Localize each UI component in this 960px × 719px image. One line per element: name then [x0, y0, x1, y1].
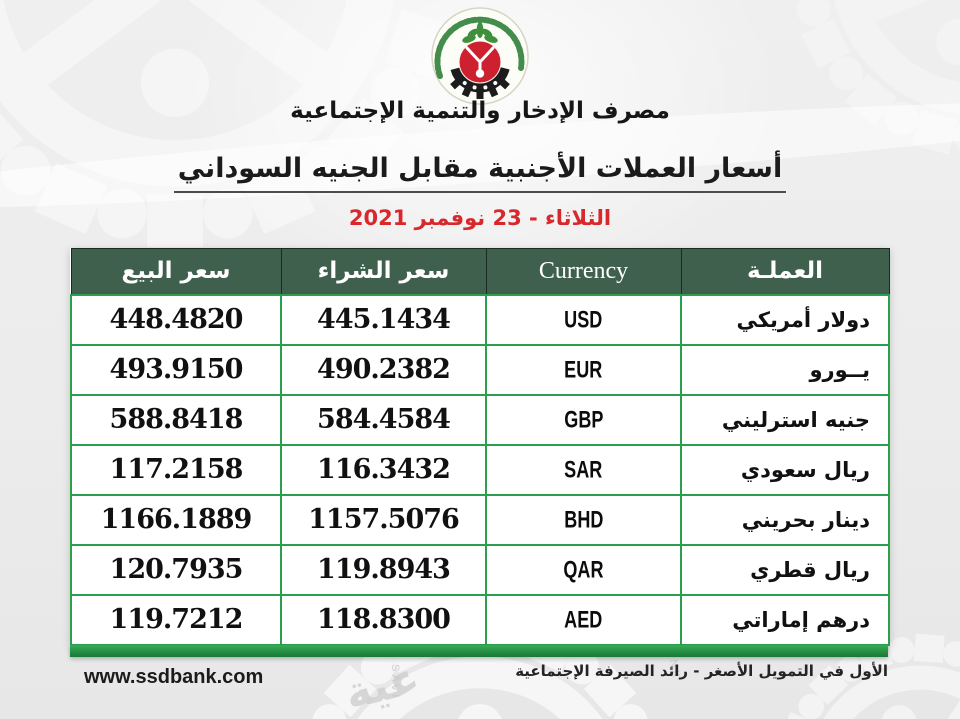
currency-code: EUR [564, 355, 603, 383]
date-line: الثلاثاء - 23 نوفمبر 2021 [348, 206, 612, 230]
watermark-latin-fragment-1: SAVI [389, 664, 401, 700]
table-header-row: سعر البيع سعر الشراء Currency العملـة [70, 248, 890, 296]
buy-price: 116.3432 [280, 443, 487, 496]
logo-sprout-icon [462, 22, 498, 43]
buy-price: 490.2382 [280, 343, 487, 396]
sell-price: 588.8418 [70, 393, 282, 446]
currency-name: جنيه استرليني [680, 393, 890, 446]
currency-code: QAR [563, 555, 604, 583]
rate-row-qar: 120.7935 119.8943 QAR ريال قطري [70, 543, 890, 596]
currency-code-cell: BHD [485, 493, 682, 546]
page-title: أسعار العملات الأجنبية مقابل الجنيه السو… [0, 153, 960, 193]
bank-name: مصرف الإدخار والتنمية الإجتماعية [290, 98, 670, 124]
buy-price: 584.4584 [280, 393, 487, 446]
sell-price: 493.9150 [70, 343, 282, 396]
header-sell-price: سعر البيع [70, 248, 282, 296]
currency-code: AED [564, 605, 603, 633]
sell-price: 119.7212 [70, 593, 282, 646]
page-title-text: أسعار العملات الأجنبية مقابل الجنيه السو… [173, 153, 787, 193]
rate-row-aed: 119.7212 118.8300 AED درهم إماراتي [70, 593, 890, 646]
sell-price: 448.4820 [70, 293, 282, 346]
currency-name: ريال سعودي [680, 443, 890, 496]
currency-code: SAR [564, 455, 603, 483]
buy-price: 1157.5076 [280, 493, 487, 546]
currency-name: دينار بحريني [680, 493, 890, 546]
website-url: www.ssdbank.com [84, 666, 264, 688]
table-bottom-bar [70, 645, 888, 657]
watermark-arabic-fragment: عية [340, 652, 425, 719]
currency-name: درهم إماراتي [680, 593, 890, 646]
rate-row-bhd: 1166.1889 1157.5076 BHD دينار بحريني [70, 493, 890, 546]
header-currency-code: Currency [485, 248, 682, 296]
currency-code-cell: GBP [485, 393, 682, 446]
currency-code-cell: EUR [485, 343, 682, 396]
currency-code-cell: QAR [485, 543, 682, 596]
currency-code: USD [564, 305, 603, 333]
header-buy-price: سعر الشراء [280, 248, 487, 296]
exchange-rates-table: سعر البيع سعر الشراء Currency العملـة 44… [70, 248, 890, 646]
footer-slogan: الأول في التمويل الأصغر - رائد الصيرفة ا… [515, 662, 888, 680]
header-currency-name: العملـة [680, 248, 890, 296]
currency-code-cell: SAR [485, 443, 682, 496]
currency-code: BHD [563, 505, 604, 533]
rate-row-gbp: 588.8418 584.4584 GBP جنيه استرليني [70, 393, 890, 446]
sell-price: 1166.1889 [70, 493, 282, 546]
currency-name: يــورو [680, 343, 890, 396]
currency-name: ريال قطري [680, 543, 890, 596]
logo-gear-icon [449, 31, 511, 99]
bank-logo [431, 7, 529, 105]
buy-price: 119.8943 [280, 543, 487, 596]
currency-code-cell: USD [485, 293, 682, 346]
currency-name: دولار أمريكي [680, 293, 890, 346]
currency-code: GBP [563, 405, 604, 433]
rate-row-usd: 448.4820 445.1434 USD دولار أمريكي [70, 293, 890, 346]
buy-price: 445.1434 [280, 293, 487, 346]
sell-price: 120.7935 [70, 543, 282, 596]
logo-ring-calligraphy [434, 16, 525, 79]
logo-red-emblem [459, 41, 501, 83]
sell-price: 117.2158 [70, 443, 282, 496]
rate-row-eur: 493.9150 490.2382 EUR يــورو [70, 343, 890, 396]
rate-row-sar: 117.2158 116.3432 SAR ريال سعودي [70, 443, 890, 496]
currency-code-cell: AED [485, 593, 682, 646]
buy-price: 118.8300 [280, 593, 487, 646]
